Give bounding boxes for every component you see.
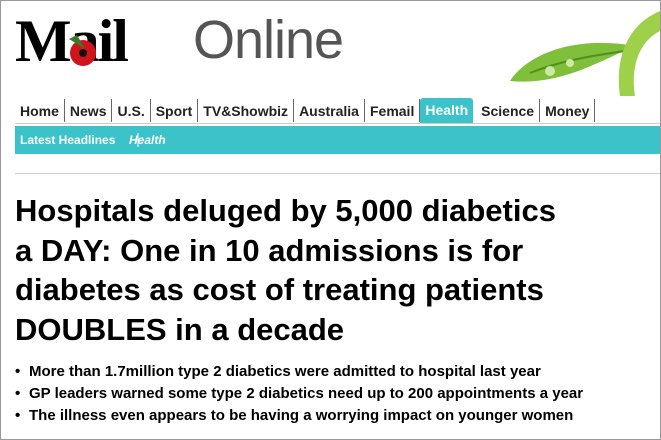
poppy: [69, 35, 96, 66]
header-leaves: [510, 11, 660, 96]
nav-item[interactable]: Sport: [151, 99, 199, 122]
headline-line: Hospitals deluged by 5,000 diabetics: [15, 193, 556, 228]
nav-item-active[interactable]: Health: [420, 98, 474, 123]
nav-item[interactable]: Femail: [365, 99, 421, 122]
headline-line: diabetes as cost of treating patients: [15, 272, 544, 307]
nav-item[interactable]: TV&Showbiz: [198, 99, 295, 122]
divider: [15, 173, 660, 174]
headline: Hospitals deluged by 5,000 diabetics a D…: [15, 191, 556, 349]
separator: [137, 133, 139, 147]
headline-line: DOUBLES in a decade: [15, 311, 345, 347]
nav-item[interactable]: Australia: [294, 99, 365, 122]
nav-item[interactable]: Money: [540, 99, 596, 122]
sub-nav: Latest Headlines Health: [15, 126, 660, 154]
nav-item[interactable]: News: [65, 99, 113, 122]
bullet-list: More than 1.7million type 2 diabetics we…: [15, 361, 583, 427]
bullet: More than 1.7million type 2 diabetics we…: [15, 361, 583, 383]
logo-mail[interactable]: Mail: [15, 8, 129, 74]
sub-nav-item[interactable]: Latest Headlines: [20, 133, 116, 147]
headline-line: a DAY: One in 10 admissions is for: [15, 232, 524, 268]
nav-item[interactable]: Science: [476, 99, 541, 122]
sub-nav-item[interactable]: Health: [129, 133, 166, 147]
bullet: The illness even appears to be having a …: [15, 405, 583, 427]
logo-online[interactable]: Online: [193, 10, 344, 70]
nav-item[interactable]: Home: [15, 99, 65, 122]
nav-bar: Home News U.S. Sport TV&Showbiz Australi…: [15, 98, 660, 124]
nav-item[interactable]: U.S.: [112, 99, 151, 122]
bullet: GP leaders warned some type 2 diabetics …: [15, 383, 583, 405]
